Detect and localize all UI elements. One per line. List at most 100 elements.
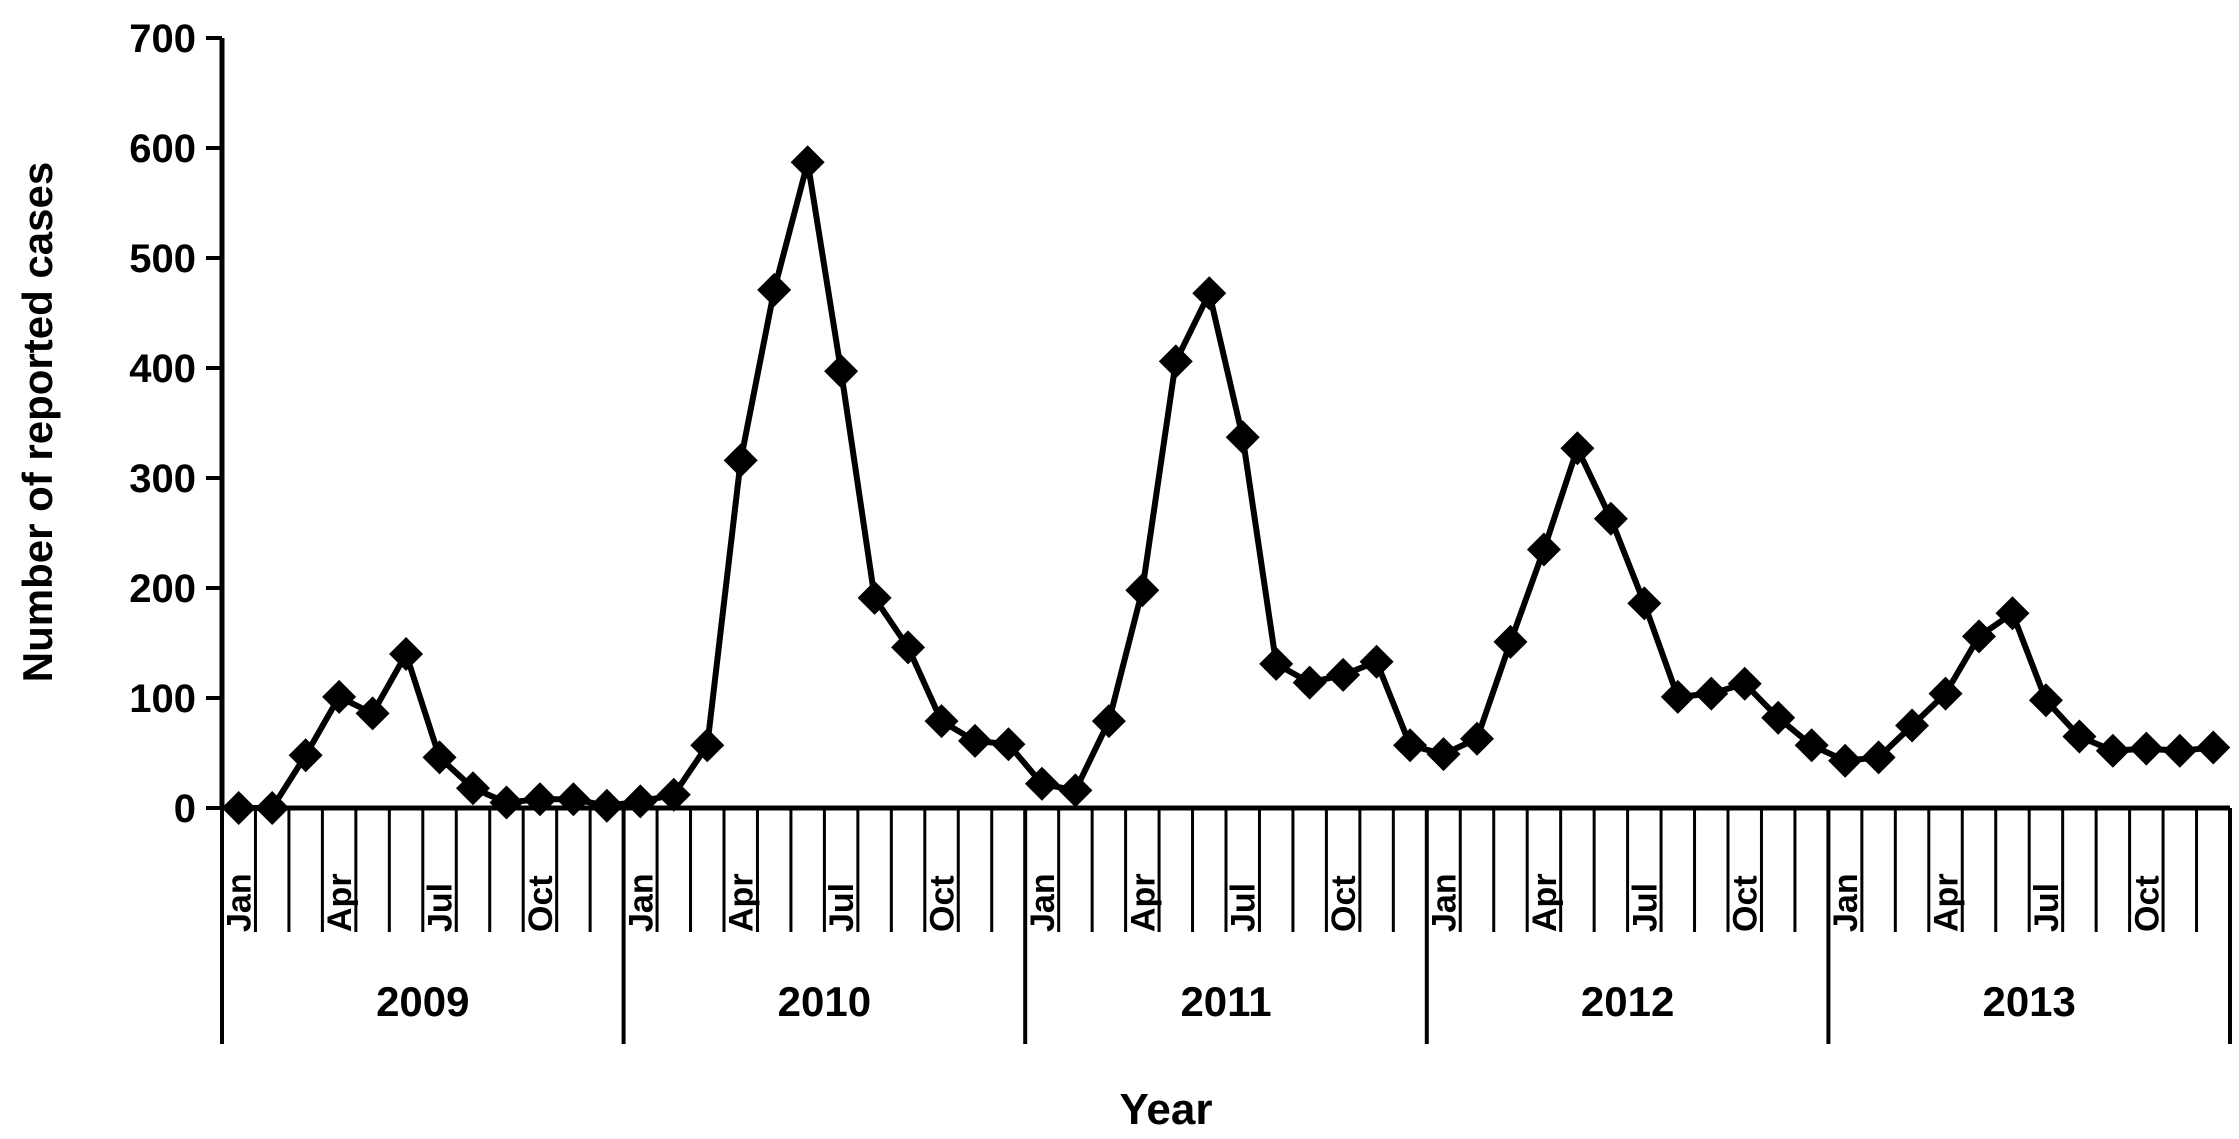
data-point [1761, 700, 1796, 735]
data-point [1058, 773, 1093, 808]
data-point [1359, 644, 1394, 679]
y-tick-label: 500 [129, 237, 196, 281]
month-tick-label: Jul [823, 883, 861, 932]
month-tick-label: Jan [622, 873, 660, 932]
x-axis-title: Year [1120, 1085, 1213, 1134]
data-point [690, 728, 725, 763]
month-tick-label: Jan [1024, 873, 1062, 932]
data-point [1861, 740, 1896, 775]
data-point [255, 791, 290, 825]
data-point [1928, 676, 1963, 711]
y-tick-label: 600 [129, 127, 196, 171]
data-point [1091, 704, 1126, 739]
series-line [238, 159, 2214, 811]
month-tick-label: Oct [2128, 875, 2166, 932]
data-point [1225, 420, 1260, 455]
data-point [1727, 666, 1762, 701]
data-point [1828, 743, 1863, 778]
data-point [891, 630, 926, 665]
y-tick-label: 700 [129, 17, 196, 61]
data-point [1995, 596, 2030, 631]
month-tick-label: Apr [723, 873, 761, 932]
series-path [238, 159, 2214, 811]
month-tick-label: Jul [1626, 883, 1664, 932]
data-point [589, 788, 624, 823]
data-point [790, 145, 825, 180]
data-point [422, 740, 457, 775]
year-label: 2011 [1180, 978, 1271, 1025]
data-point [2162, 733, 2197, 768]
data-point [924, 704, 959, 739]
data-point [1259, 646, 1294, 681]
data-point [1560, 431, 1595, 466]
data-point [1426, 737, 1461, 772]
data-point [1460, 721, 1494, 756]
data-point [1024, 766, 1059, 801]
data-point [2129, 731, 2164, 766]
month-tick-label: Jul [422, 883, 460, 932]
x-axis-ticks: Jan Apr Jul Oct Jan Apr Jul Oct Jan Apr Jul Oct Jan A… [220, 808, 2232, 1044]
data-point [623, 784, 658, 819]
data-point [355, 696, 390, 731]
data-point [1962, 619, 1996, 654]
y-axis-ticks: 0 100 200 300 400 500 600 700 [129, 17, 222, 831]
data-point [991, 727, 1026, 762]
month-tick-label: Jan [1426, 873, 1464, 932]
year-label: 2013 [1982, 978, 2075, 1025]
data-point [556, 782, 591, 817]
data-point [2062, 719, 2097, 754]
data-point [1158, 344, 1193, 379]
month-tick-label: Apr [1928, 873, 1966, 932]
data-point [1895, 708, 1930, 743]
data-point [1627, 586, 1662, 621]
data-point [288, 738, 323, 773]
data-point [1694, 676, 1729, 711]
data-point [1660, 679, 1695, 714]
month-tick-label: Jan [1827, 873, 1865, 932]
data-point [489, 785, 524, 820]
data-point [1526, 532, 1561, 567]
month-tick-label: Jul [2028, 883, 2066, 932]
data-point [221, 791, 256, 825]
data-point [656, 777, 691, 812]
y-tick-label: 200 [129, 567, 196, 611]
y-tick-label: 400 [129, 347, 196, 391]
data-point [723, 443, 758, 478]
data-point [1794, 728, 1829, 763]
year-label: 2012 [1581, 978, 1674, 1025]
month-tick-label: Oct [1325, 875, 1363, 932]
month-tick-label: Oct [924, 875, 962, 932]
data-point [2095, 733, 2130, 768]
data-point [1125, 573, 1160, 608]
data-point [522, 782, 557, 817]
data-point [1326, 657, 1361, 692]
month-tick-label: Oct [522, 875, 560, 932]
month-tick-label: Jan [221, 873, 259, 932]
data-point [857, 580, 892, 615]
data-point [757, 272, 792, 307]
data-point [456, 771, 490, 806]
data-point [1593, 501, 1628, 536]
data-point [1393, 728, 1428, 763]
data-point [1493, 624, 1528, 659]
axes [219, 38, 2230, 811]
data-point [389, 637, 424, 671]
data-point [824, 354, 859, 389]
month-tick-label: Apr [1124, 873, 1162, 932]
month-tick-label: Apr [321, 873, 359, 932]
year-label: 2010 [778, 978, 871, 1025]
month-tick-label: Jul [1225, 883, 1263, 932]
data-point [2028, 683, 2063, 718]
data-point [2196, 730, 2231, 765]
year-label: 2009 [376, 978, 469, 1025]
month-tick-label: Oct [1727, 875, 1765, 932]
data-point [322, 679, 357, 714]
y-tick-label: 100 [129, 677, 196, 721]
data-point [1192, 276, 1227, 311]
data-markers [221, 145, 2231, 825]
data-point [958, 723, 992, 758]
y-tick-label: 0 [174, 787, 196, 831]
y-axis-title: Number of reported cases [14, 162, 61, 683]
month-tick-label: Apr [1526, 873, 1564, 932]
